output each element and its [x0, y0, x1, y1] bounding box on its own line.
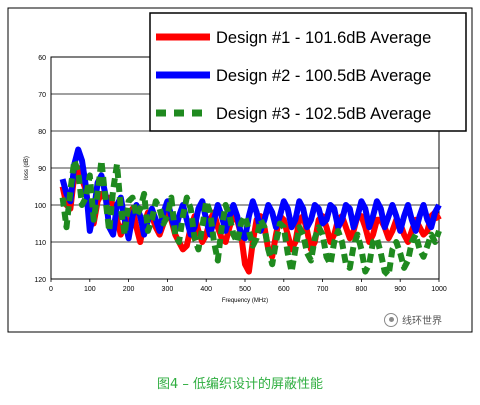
- y-tick-label: 80: [38, 129, 46, 136]
- y-tick-label: 100: [34, 203, 46, 210]
- wechat-icon: [384, 312, 398, 327]
- x-tick-label: 700: [317, 286, 329, 293]
- legend-label-1: Design #1 - 101.6dB Average: [216, 29, 431, 47]
- y-tick-label: 90: [38, 166, 46, 173]
- x-tick-label: 1000: [431, 286, 447, 293]
- y-tick-label: 70: [38, 92, 46, 99]
- watermark-text: 线环世界: [402, 316, 442, 327]
- x-tick-label: 300: [162, 286, 174, 293]
- legend-box: [149, 12, 467, 132]
- x-tick-label: 800: [356, 286, 368, 293]
- x-tick-label: 400: [200, 286, 212, 293]
- y-tick-label: 110: [35, 240, 46, 247]
- y-tick-label: 120: [34, 277, 46, 284]
- x-tick-label: 200: [123, 286, 135, 293]
- y-tick-label: 60: [38, 55, 46, 62]
- x-axis-label: Frequency (MHz): [222, 298, 268, 304]
- legend-label-2: Design #2 - 100.5dB Average: [216, 67, 431, 85]
- x-tick-label: 600: [278, 286, 290, 293]
- chart-figure: 60 70 80 90 100 110 120 0 100 200 300 400 500 600 700 8…: [7, 7, 473, 333]
- x-tick-label: 100: [84, 286, 96, 293]
- y-axis-label: loss (dB): [24, 156, 30, 180]
- x-tick-label: 0: [49, 286, 53, 293]
- figure-caption: 图4 – 低编织设计的屏蔽性能: [156, 377, 324, 392]
- legend-label-3: Design #3 - 102.5dB Average: [216, 105, 431, 123]
- series-line-3: [59, 157, 442, 279]
- x-tick-label: 500: [239, 286, 251, 293]
- watermark: 线环世界: [384, 312, 442, 327]
- x-tick-label: 900: [394, 286, 406, 293]
